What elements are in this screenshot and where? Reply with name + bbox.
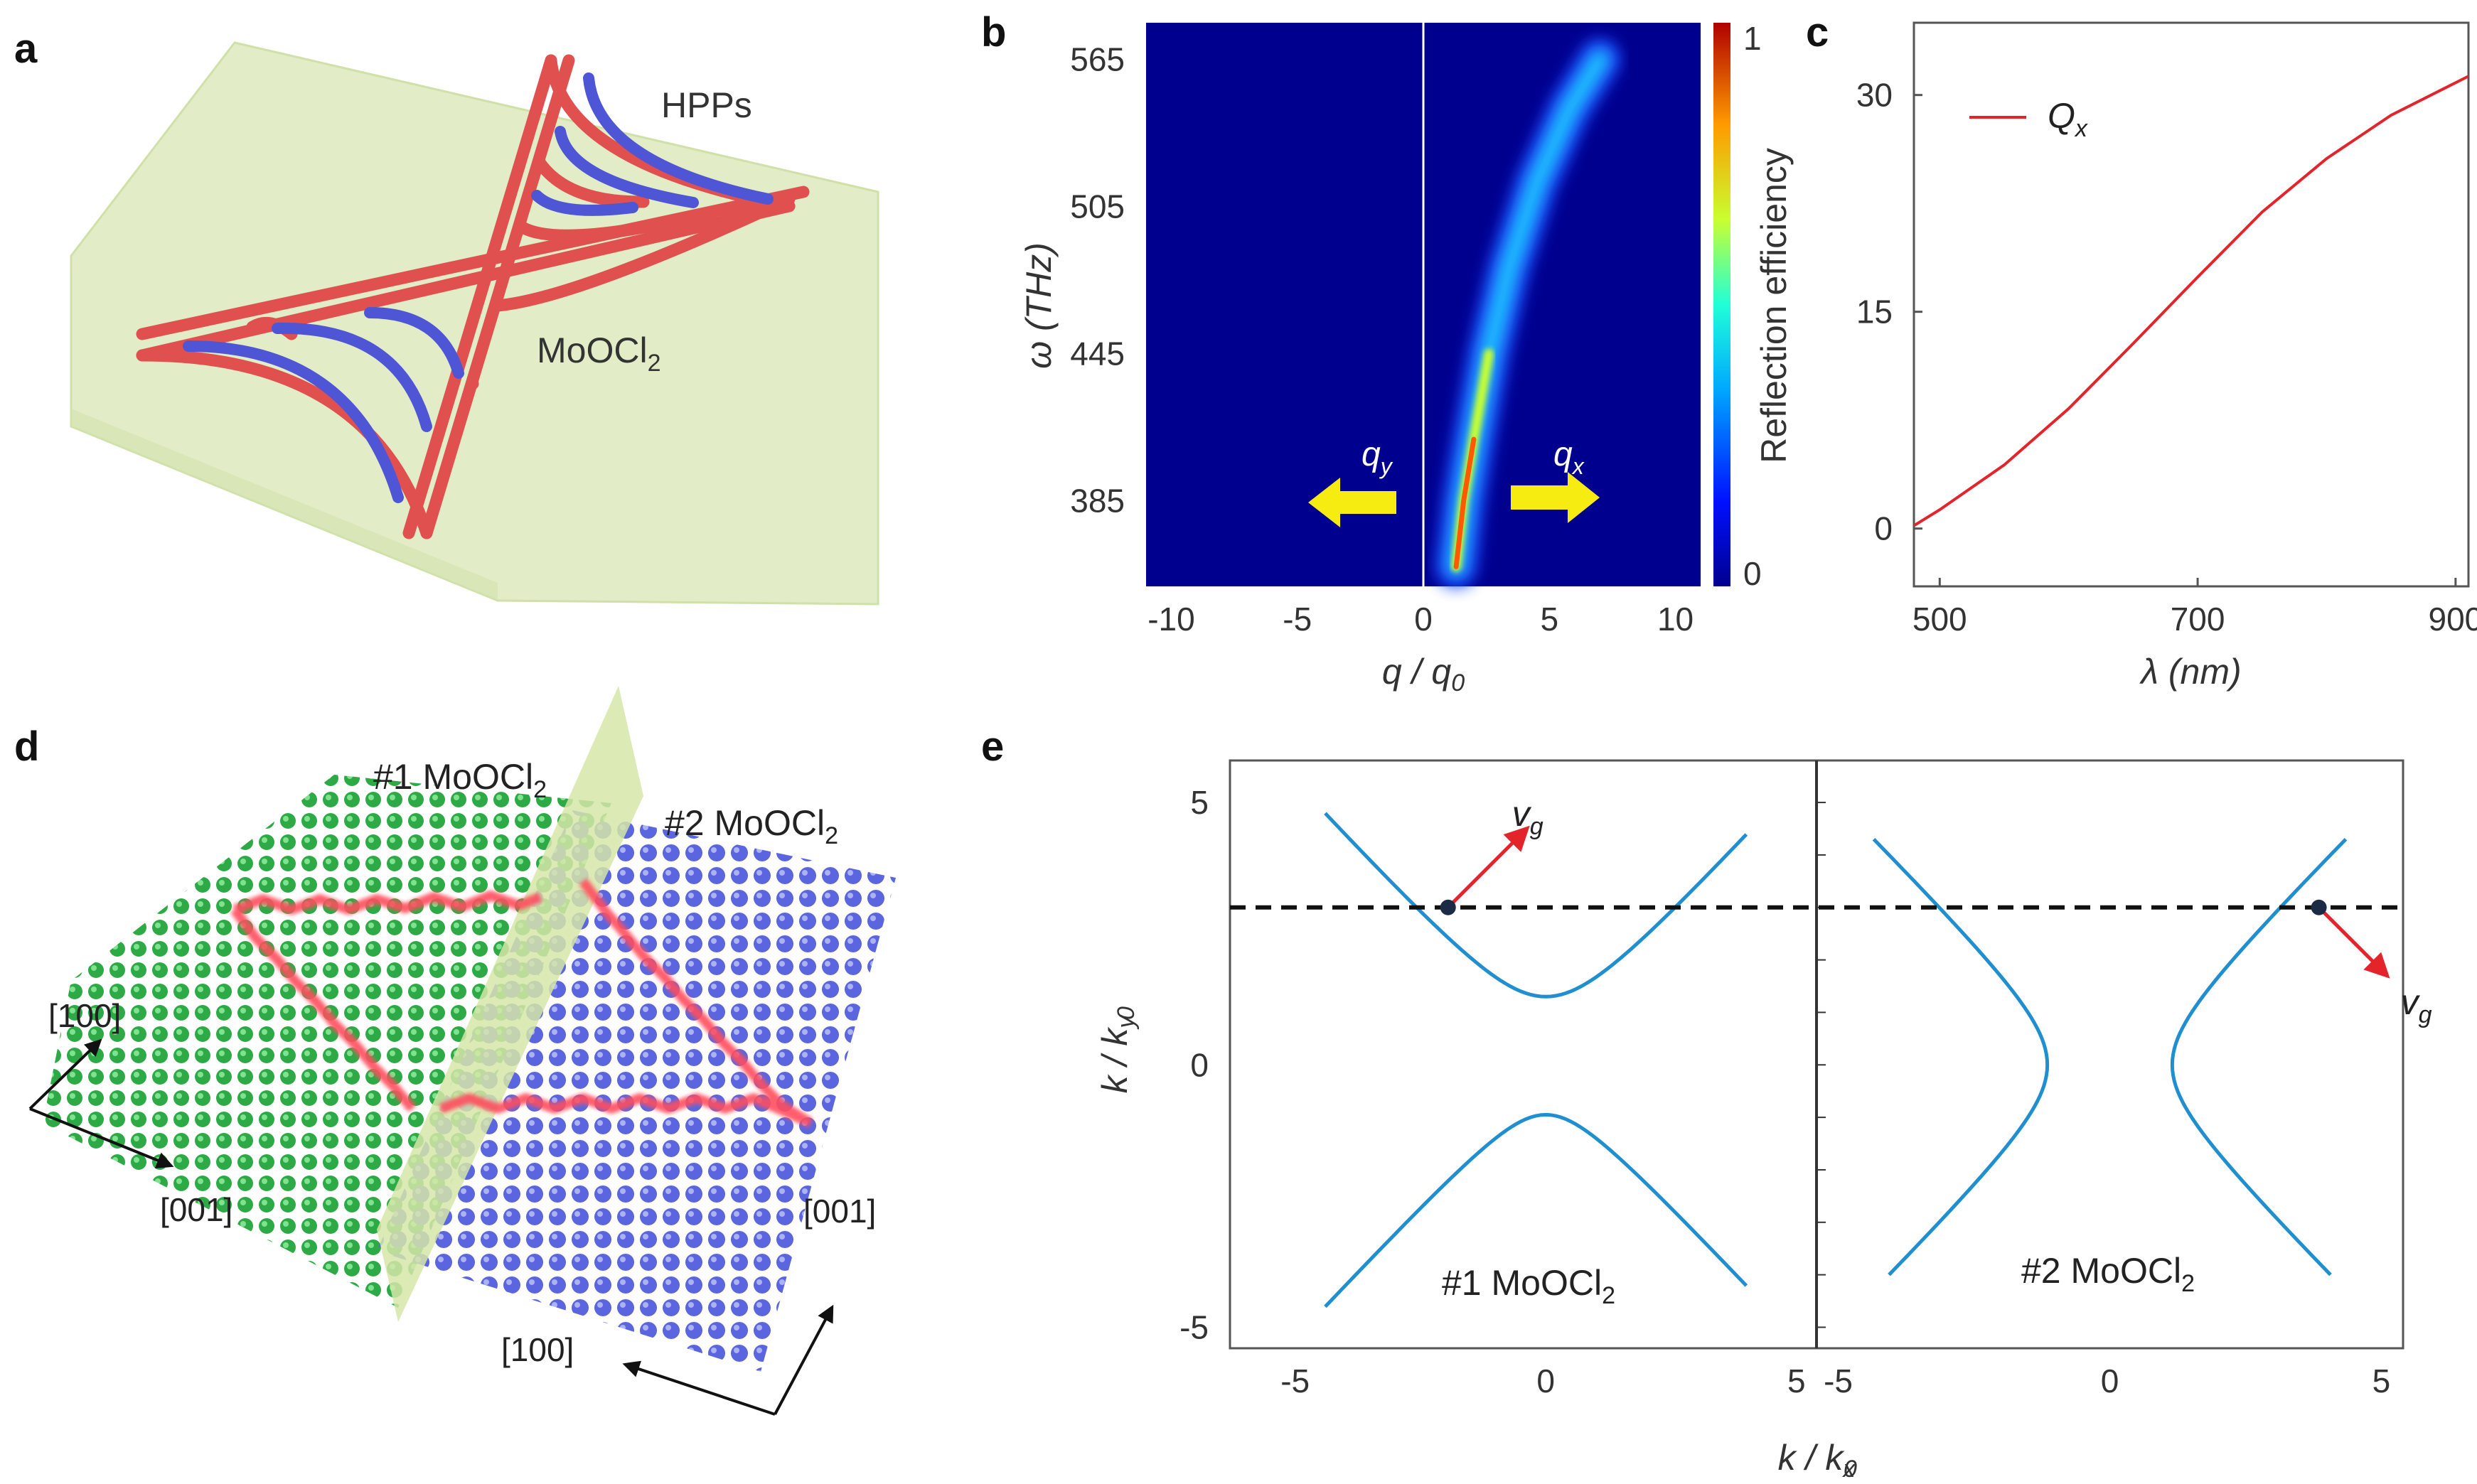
e-x-axis-label: k / kx (1778, 1438, 1856, 1483)
c-x-tick: 500 (1912, 601, 1967, 638)
c-y-tick: 30 (1856, 77, 1893, 114)
e-y-tick: -5 (1179, 1308, 1209, 1345)
e-x-tick: 5 (2372, 1362, 2391, 1399)
b-y-tick: 445 (1070, 335, 1125, 372)
e-x-tick: 0 (2101, 1362, 2119, 1399)
e2-left-branch (1872, 838, 2050, 1276)
b-x-tick: 0 (1414, 601, 1433, 638)
panel-a-label: a (14, 26, 38, 72)
group-velocity-arrow (2317, 905, 2390, 979)
vg-label: vg (2401, 982, 2432, 1028)
panel-e-label: e (981, 724, 1004, 770)
blue-crystal-lattice (377, 810, 896, 1372)
e-right-ticks: -5 0 5 (1824, 1362, 2390, 1399)
e-x-axis-label-k: k / k (1778, 1438, 1846, 1478)
panel-d-label: d (14, 724, 39, 770)
b-x-tick: 10 (1657, 601, 1694, 638)
slab-edge (71, 409, 498, 601)
e2-right-branch (2170, 838, 2348, 1276)
e-x-axis-label-sub: 0 (1844, 1456, 1857, 1483)
material-label: MoOCl2 (537, 330, 661, 377)
c-plot-frame (1912, 21, 2470, 588)
colorbar-ticks: 01 (1743, 20, 1762, 592)
panel-c-label: c (1806, 9, 1829, 55)
left-axis-arrows (28, 1038, 174, 1168)
hpp-red-trajectory (230, 878, 813, 1128)
qy-yellow-arrow (1308, 478, 1396, 527)
state-point (1440, 899, 1456, 915)
b-x-tick: -5 (1283, 601, 1312, 638)
c-x-tick: 700 (2171, 601, 2225, 638)
qy-label: qy (1361, 436, 1393, 479)
e-x-tick: 5 (1787, 1362, 1806, 1399)
left-axis-001: [001] (160, 1191, 232, 1228)
panel-a: a HPPs MoOCl2 (14, 26, 879, 606)
b-y-tick: 565 (1070, 41, 1125, 78)
e-subplot-1-name: #1 MoOCl2 (1442, 1263, 1615, 1309)
panel-c: c 500 700 900 0 15 30 Qx λ (nm) (1806, 9, 2477, 692)
qx-curve (1912, 75, 2469, 527)
panel-b-label: b (981, 9, 1006, 55)
e-x-tick: -5 (1824, 1362, 1853, 1399)
group-velocity-arrow (1446, 825, 1530, 909)
crystal-2-label: #2 MoOCl2 (665, 803, 838, 849)
vg-label: vg (1512, 794, 1544, 840)
e1-top-branch (1324, 812, 1748, 999)
interface-plane (377, 686, 643, 1322)
e-y-tick: 5 (1190, 784, 1209, 821)
c-x-axis-label: λ (nm) (2139, 652, 2241, 692)
e-y-tick: 0 (1190, 1046, 1209, 1083)
c-y-tick: 15 (1856, 294, 1893, 330)
legend-label: Qx (2048, 96, 2088, 142)
state-point (2311, 899, 2327, 915)
e-left-ticks: -5 0 5 (1280, 1362, 1805, 1399)
b-y-tick: 385 (1070, 482, 1125, 519)
hpp-blue-wavefronts (183, 72, 774, 503)
b-y-ticks: 385 445 505 565 (1070, 41, 1125, 520)
hpps-label: HPPs (661, 85, 752, 125)
colorbar-tick: 1 (1743, 20, 1762, 57)
b-x-tick: -10 (1147, 601, 1194, 638)
b-x-tick: 5 (1540, 601, 1558, 638)
e-y-axis-label: k / ky (1095, 1015, 1140, 1094)
right-axis-100: [100] (501, 1331, 574, 1368)
e-points: vg vg (1440, 794, 2432, 1028)
e1-bottom-branch (1324, 1112, 1748, 1308)
e-dispersion-curves (1324, 812, 2348, 1308)
glow-core (1453, 436, 1477, 569)
c-x-tick: 900 (2428, 601, 2477, 638)
crystal-1-label: #1 MoOCl2 (373, 757, 547, 803)
c-y-tick: 0 (1874, 510, 1893, 547)
e-subplot-2-name: #2 MoOCl2 (2021, 1251, 2195, 1297)
qx-label: qx (1553, 436, 1585, 479)
b-y-tick: 505 (1070, 188, 1125, 225)
e-x-tick: 0 (1536, 1362, 1555, 1399)
right-axis-arrows (622, 1304, 834, 1416)
b-y-axis-label: ω (THz) (1019, 242, 1059, 369)
e-y-ticks: -5 0 5 (1179, 784, 1826, 1345)
colorbar-tick: 0 (1743, 555, 1762, 592)
e-y-axis-label-sub: 0 (1113, 1006, 1140, 1020)
b-x-ticks: -10 -5 0 5 10 (1147, 601, 1694, 638)
colorbar (1713, 23, 1730, 586)
b-x-axis-label: q / q0 (1382, 652, 1465, 697)
e-x-tick: -5 (1280, 1362, 1310, 1399)
panel-e: e -5 0 5 -5 0 5 -5 0 5 vg vg #1 MoOCl2 #2 MoOCl… (981, 724, 2432, 1483)
panel-d: d #1 MoOCl2 #2 MoOCl2 [100] [001] [001] … (14, 686, 896, 1416)
right-axis-001: [001] (803, 1193, 876, 1230)
colorbar-label: Reflection efficiency (1754, 148, 1794, 463)
qx-yellow-arrow (1511, 472, 1600, 523)
c-ticks: 500 700 900 0 15 30 (1856, 77, 2477, 638)
left-axis-100: [100] (48, 997, 121, 1034)
dispersion-glow (1435, 38, 1622, 588)
